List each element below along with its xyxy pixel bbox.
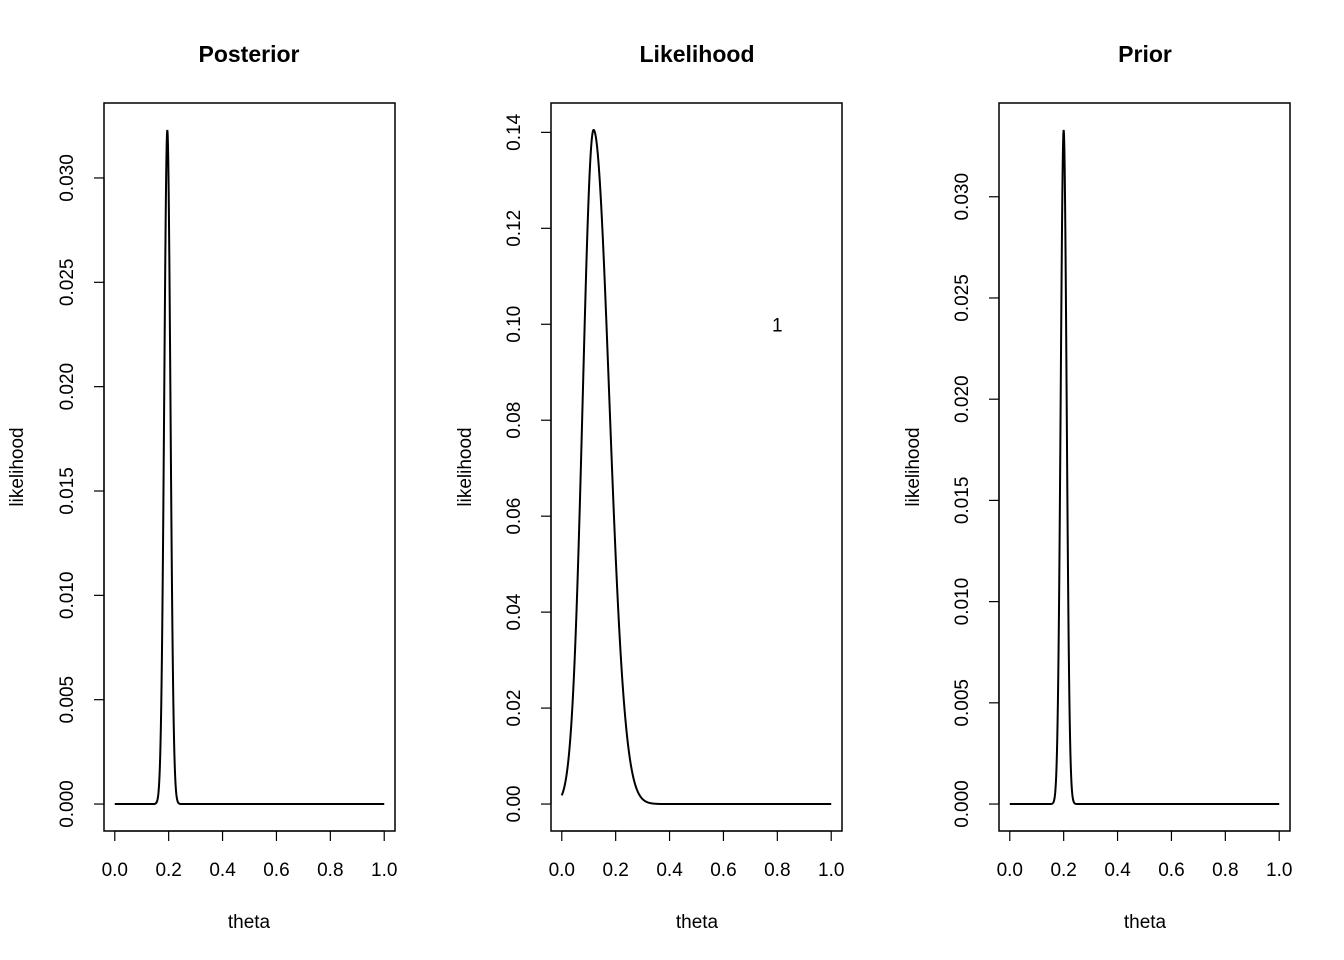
y-tick-label: 0.010 [57, 572, 78, 620]
x-tick-label: 0.2 [1050, 860, 1076, 881]
y-tick-label: 0.10 [504, 306, 525, 343]
y-tick-label: 0.030 [57, 154, 78, 202]
x-tick-label: 0.6 [1158, 860, 1184, 881]
x-tick-label: 0.2 [602, 860, 628, 881]
y-tick-label: 0.015 [952, 477, 973, 525]
x-axis-label: theta [228, 912, 271, 933]
chart-title: Posterior [199, 41, 300, 67]
chart-title: Likelihood [640, 41, 755, 67]
x-tick-label: 1.0 [818, 860, 844, 881]
density-curve [560, 129, 832, 806]
y-tick-label: 0.02 [504, 690, 525, 727]
density-curve [1009, 129, 1280, 806]
y-tick-label: 0.005 [952, 679, 973, 727]
x-tick-label: 0.8 [764, 860, 790, 881]
x-tick-label: 0.4 [1104, 860, 1131, 881]
x-tick-label: 1.0 [1266, 860, 1292, 881]
x-tick-label: 0.8 [1212, 860, 1238, 881]
y-tick-label: 0.010 [952, 578, 973, 626]
x-tick-label: 0.0 [997, 860, 1023, 881]
x-tick-label: 0.6 [710, 860, 736, 881]
y-tick-label: 0.08 [504, 402, 525, 439]
panel-posterior: Posterior theta likelihood 0.0 0.2 0.4 0.6 0… [7, 41, 397, 933]
y-tick-label: 0.04 [504, 593, 525, 630]
x-tick-label: 0.4 [656, 860, 683, 881]
x-tick-label: 0.0 [549, 860, 575, 881]
chart-title: Prior [1118, 41, 1172, 67]
y-tick-label: 0.000 [952, 780, 973, 828]
density-curve [114, 129, 385, 806]
x-axis-label: theta [1124, 912, 1167, 933]
y-tick-label: 0.025 [952, 274, 973, 322]
y-tick-label: 0.000 [57, 780, 78, 828]
y-tick-label: 0.06 [504, 498, 525, 535]
x-tick-label: 0.0 [102, 860, 128, 881]
panel-prior: Prior theta likelihood 0.0 0.2 0.4 0.6 0.8 1.… [903, 41, 1292, 933]
y-axis-label: likelihood [7, 427, 28, 506]
x-tick-label: 1.0 [371, 860, 397, 881]
y-axis-label: likelihood [455, 427, 476, 506]
x-axis-label: theta [676, 912, 719, 933]
x-tick-label: 0.4 [209, 860, 236, 881]
x-tick-label: 0.8 [317, 860, 343, 881]
panel-likelihood: Likelihood theta likelihood 0.0 0.2 0.4 0.6… [455, 41, 844, 933]
y-tick-label: 0.00 [504, 786, 525, 823]
y-tick-label: 0.020 [57, 363, 78, 411]
y-tick-label: 0.020 [952, 375, 973, 423]
y-tick-label: 0.14 [504, 113, 525, 150]
y-tick-label: 0.030 [952, 173, 973, 221]
y-tick-label: 0.025 [57, 259, 78, 307]
y-tick-label: 0.015 [57, 467, 78, 515]
y-tick-label: 0.12 [504, 210, 525, 247]
y-tick-label: 0.005 [57, 676, 78, 724]
y-axis-label: likelihood [903, 427, 924, 506]
annotation-text: 1 [772, 315, 783, 336]
x-tick-label: 0.2 [155, 860, 181, 881]
x-tick-label: 0.6 [263, 860, 289, 881]
